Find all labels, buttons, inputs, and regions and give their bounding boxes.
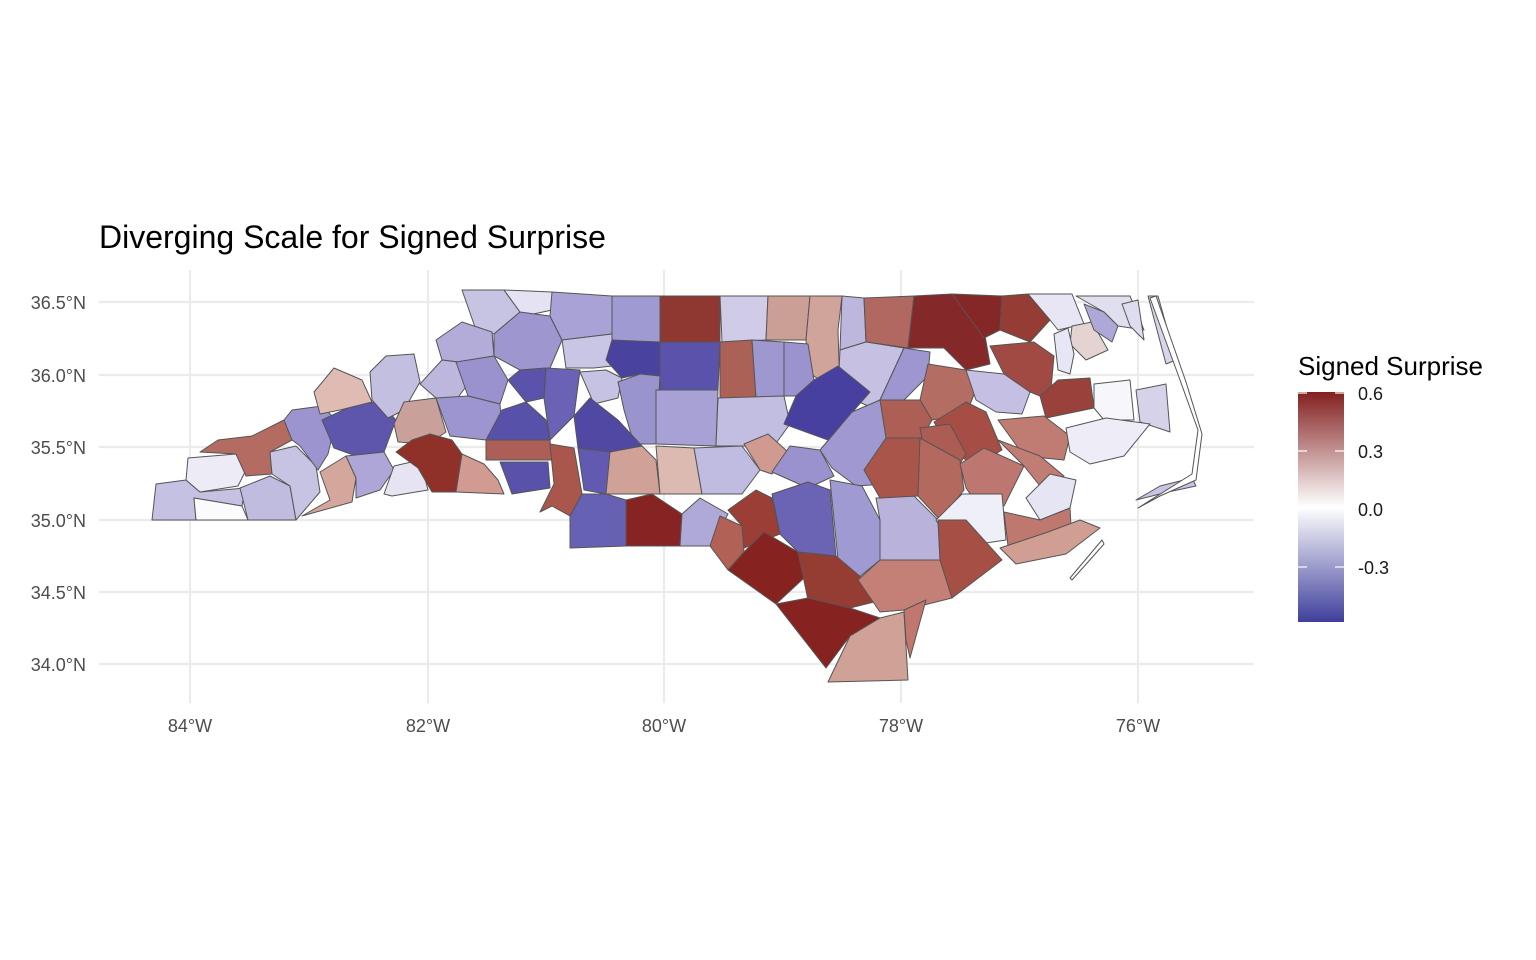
county xyxy=(185,453,247,493)
county xyxy=(715,395,791,447)
county xyxy=(193,497,249,521)
county xyxy=(1069,539,1105,581)
county xyxy=(937,519,1003,599)
y-tick-label: 36.5°N xyxy=(31,293,86,313)
county xyxy=(1121,299,1145,341)
county xyxy=(539,443,583,517)
county xyxy=(857,559,953,613)
county xyxy=(569,493,627,549)
county xyxy=(719,295,769,343)
county xyxy=(1093,379,1135,421)
county xyxy=(719,339,757,399)
county xyxy=(549,291,613,341)
county xyxy=(1053,327,1075,375)
county xyxy=(611,295,661,347)
y-tick-label: 35.5°N xyxy=(31,438,86,458)
county xyxy=(1065,417,1151,465)
county xyxy=(693,445,761,495)
county xyxy=(345,451,395,499)
county xyxy=(959,447,1025,509)
y-tick-label: 34.5°N xyxy=(31,583,86,603)
county xyxy=(605,445,661,495)
legend-tick-label: 0.6 xyxy=(1358,384,1383,404)
county xyxy=(839,295,867,351)
county xyxy=(543,367,581,441)
county xyxy=(655,389,719,447)
x-axis: 84°W 82°W 80°W 78°W 76°W xyxy=(168,716,1160,736)
county xyxy=(625,493,683,547)
county xyxy=(999,519,1101,565)
x-tick-label: 80°W xyxy=(642,716,686,736)
county xyxy=(863,295,915,349)
legend-tick-label: 0.0 xyxy=(1358,500,1383,520)
x-tick-label: 84°W xyxy=(168,716,212,736)
county xyxy=(1137,295,1203,509)
county xyxy=(503,289,553,317)
county xyxy=(239,475,297,521)
y-tick-label: 35.0°N xyxy=(31,511,86,531)
county xyxy=(605,339,661,379)
county xyxy=(485,439,553,461)
county xyxy=(1039,377,1095,419)
y-axis: 36.5°N 36.0°N 35.5°N 35.0°N 34.5°N 34.0°… xyxy=(31,293,86,675)
county xyxy=(269,445,321,521)
county xyxy=(313,367,373,415)
county xyxy=(455,453,505,495)
legend-ticks xyxy=(1298,392,1344,568)
chart-title: Diverging Scale for Signed Surprise xyxy=(99,219,606,255)
y-tick-label: 34.0°N xyxy=(31,655,86,675)
county xyxy=(659,341,721,391)
county xyxy=(903,599,927,659)
county xyxy=(579,369,623,405)
county xyxy=(917,437,965,521)
county xyxy=(561,333,613,369)
county xyxy=(499,461,551,495)
legend-tick-label: 0.3 xyxy=(1358,442,1383,462)
county xyxy=(455,355,509,405)
legend-tick-label: -0.3 xyxy=(1358,558,1389,578)
county xyxy=(1027,293,1085,331)
county xyxy=(1025,473,1077,521)
county xyxy=(1135,383,1171,433)
county xyxy=(751,339,785,399)
county xyxy=(659,295,721,343)
county xyxy=(507,367,547,403)
county xyxy=(1083,303,1119,343)
county xyxy=(493,311,563,371)
county xyxy=(827,611,909,683)
x-tick-label: 78°W xyxy=(879,716,923,736)
county xyxy=(965,369,1031,415)
legend-title: Signed Surprise xyxy=(1298,351,1483,381)
x-tick-label: 82°W xyxy=(406,716,450,736)
county xyxy=(199,419,293,477)
y-tick-label: 36.0°N xyxy=(31,366,86,386)
county xyxy=(393,397,447,445)
counties xyxy=(151,289,1203,683)
county xyxy=(765,295,811,341)
legend: Signed Surprise 0.6 0.3 0.0 -0.3 xyxy=(1298,351,1483,622)
legend-colorbar xyxy=(1298,392,1344,622)
x-tick-label: 76°W xyxy=(1116,716,1160,736)
